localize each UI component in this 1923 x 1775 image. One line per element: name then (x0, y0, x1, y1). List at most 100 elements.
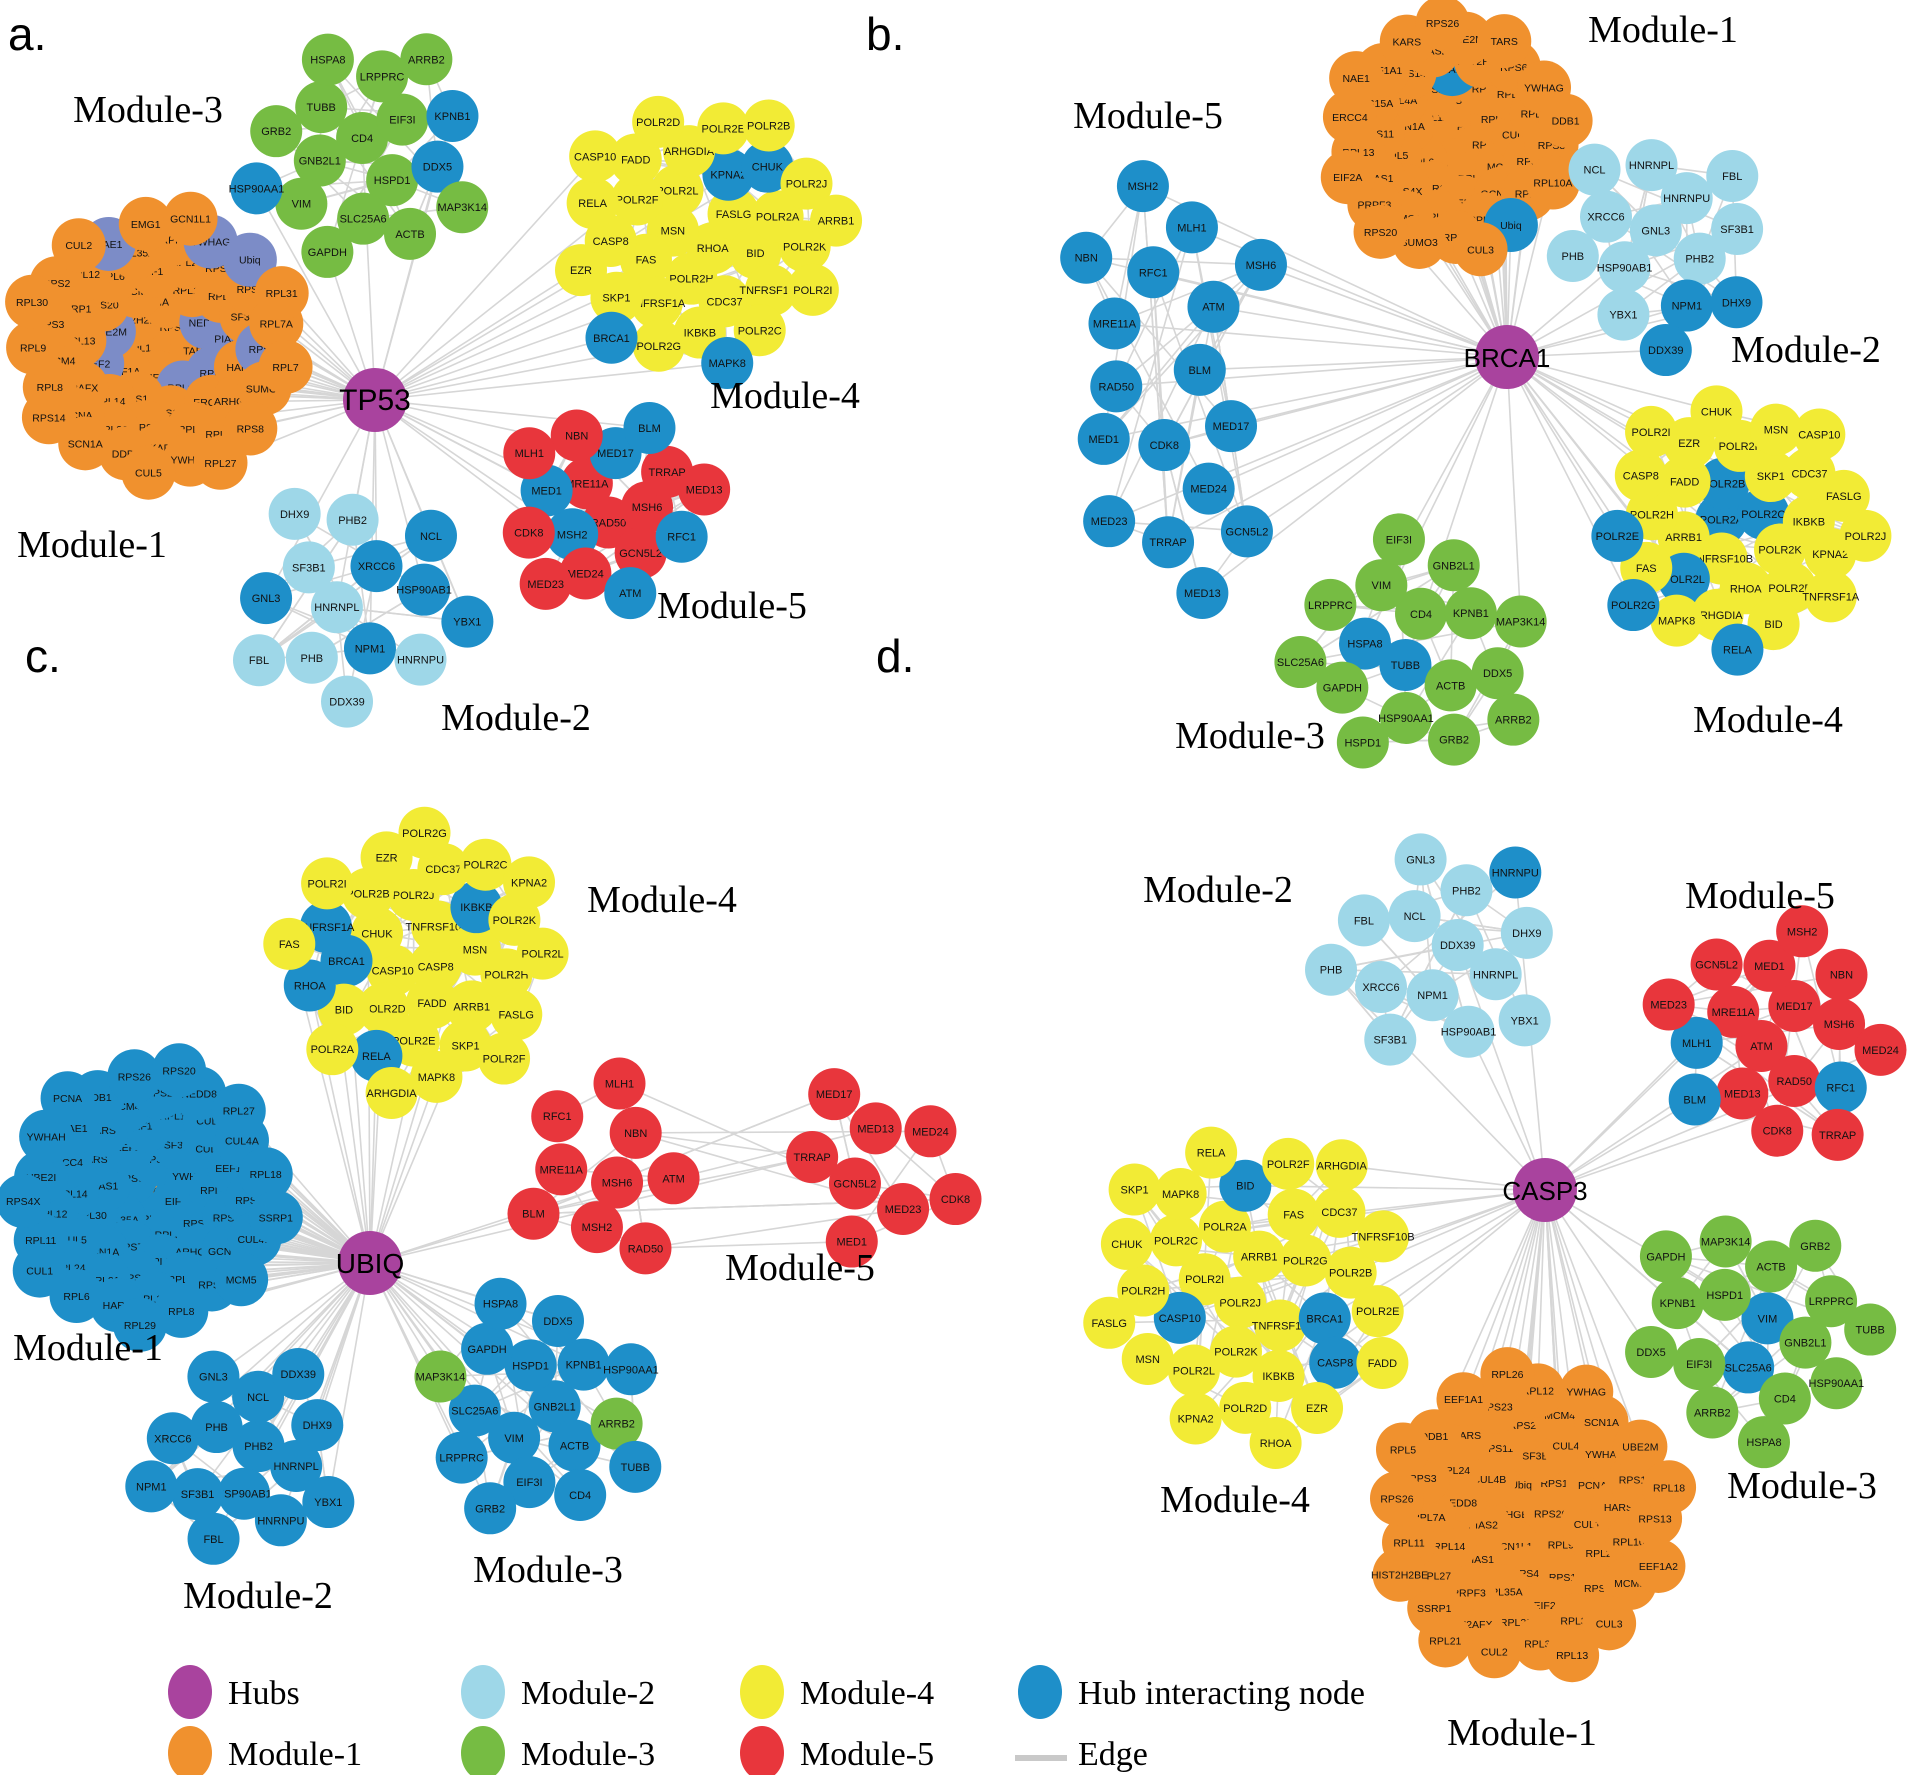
module-module-2-cluster: HNRNPL XRCC6 NPM1 SF3B1 HSP90AB1 PHB PHB2 HNRNP… (232, 487, 494, 728)
node-label: MSH6 (602, 1178, 633, 1190)
node-label: VIM (292, 199, 312, 211)
node-CHUK: CHUK (741, 140, 794, 193)
node-NCL: NCL (232, 1370, 285, 1423)
node-label: EZR (1306, 1403, 1328, 1415)
node-circle (121, 445, 176, 500)
hub-edge (361, 137, 376, 401)
node-POLR2J: POLR2J (1839, 509, 1892, 562)
node-label: BLM (638, 423, 661, 435)
node-label: MED13 (857, 1123, 894, 1135)
node-circle (1254, 1299, 1307, 1352)
node-YBX1: YBX1 (441, 595, 494, 648)
node-SF3B1: SF3B1 (1711, 203, 1764, 256)
node-circle (1220, 505, 1273, 558)
node-label: CD4 (569, 1490, 591, 1502)
node-label: MED1 (836, 1237, 867, 1249)
node-circle (1444, 587, 1497, 640)
node-label: GAPDH (468, 1344, 507, 1356)
module-label: Module-2 (441, 697, 591, 739)
node-circle (651, 164, 704, 217)
node-SLC25A6: SLC25A6 (1722, 1341, 1775, 1394)
node-label: TRRAP (793, 1152, 830, 1164)
node-circle (238, 1147, 293, 1202)
node-circle (1427, 539, 1480, 592)
node-CDK8: CDK8 (929, 1173, 982, 1226)
node-RELA: RELA (566, 177, 619, 230)
node-circle (326, 493, 379, 546)
hub-edge (1544, 1189, 1642, 1447)
node-HSPD1: HSPD1 (504, 1339, 557, 1392)
node-circle (1758, 1372, 1811, 1425)
hub-CASP3: CASP3 (1502, 1158, 1588, 1222)
node-MSH2: MSH2 (1776, 905, 1829, 958)
node-circle (609, 133, 662, 186)
panel-a: CD4 HSPD1 GNB2L1 EIF3I SLC25A6 TUBB DDX5 VIM LRP… (5, 8, 863, 739)
node-label: FADD (621, 154, 650, 166)
node-BLM: BLM (507, 1187, 560, 1240)
node-NBN: NBN (1815, 948, 1868, 1001)
node-circle (1639, 324, 1692, 377)
node-circle (268, 487, 321, 540)
node-circle (1631, 1538, 1686, 1593)
node-EEF1A1: EEF1A1 (1436, 1372, 1491, 1427)
node-XRCC6: XRCC6 (1579, 190, 1632, 243)
node-label: CASP10 (1798, 429, 1840, 441)
node-circle (214, 1252, 269, 1307)
node-circle (1639, 1230, 1692, 1283)
node-circle (152, 1043, 207, 1098)
node-circle (590, 1397, 643, 1450)
node-circle (1779, 1316, 1832, 1369)
node-label: Ubiq (239, 255, 261, 267)
node-label: BID (1236, 1181, 1254, 1193)
module-module-5-cluster: RAD50MRE11AMSH6MSH2MED17GCN5L2MED1TRRAPM… (502, 401, 731, 620)
node-label: PHB (301, 653, 324, 665)
node-label: FBL (249, 655, 269, 667)
node-FBL: FBL (1706, 149, 1759, 202)
node-CHUK: CHUK (1690, 385, 1743, 438)
node-label: IKBKB (460, 902, 492, 914)
node-MED23: MED23 (1642, 978, 1695, 1031)
node-label: VIM (504, 1433, 524, 1445)
node-BID: BID (1219, 1159, 1272, 1212)
node-label: EEF1A1 (1444, 1394, 1483, 1406)
node-label: ARRB1 (1665, 532, 1702, 544)
node-circle (1597, 288, 1650, 341)
node-circle (321, 675, 374, 728)
node-circle (678, 463, 731, 516)
node-label: CUL4A (225, 1135, 259, 1147)
node-label: POLR2H (484, 969, 528, 981)
node-circle (441, 595, 494, 648)
hub-edge (369, 1262, 581, 1496)
node-POLR2H: POLR2H (1117, 1264, 1170, 1317)
node-YWHAG: YWHAG (1559, 1364, 1614, 1419)
node-NCL: NCL (404, 509, 457, 562)
node-MRE11A: MRE11A (1707, 985, 1760, 1038)
node-POLR2I: POLR2I (1625, 405, 1678, 458)
node-circle (248, 1190, 303, 1245)
hub-edge (1544, 1042, 1698, 1191)
node-circle (1379, 691, 1432, 744)
node-GCN5L2: GCN5L2 (1690, 938, 1743, 991)
node-label: POLR2C (738, 325, 782, 337)
module-label: Module-2 (1731, 329, 1881, 371)
node-circle (1309, 1336, 1362, 1389)
node-label: CHUK (361, 928, 393, 940)
node-GRB2: GRB2 (1428, 713, 1481, 766)
node-label: HNRNPL (1473, 969, 1518, 981)
node-NBN: NBN (609, 1106, 662, 1159)
node-label: MED17 (816, 1089, 853, 1101)
node-label: POLR2G (636, 341, 681, 353)
node-label: SF3B1 (1373, 1035, 1407, 1047)
node-label: DDX5 (1636, 1347, 1665, 1359)
node-label: NPM1 (355, 643, 386, 655)
legend-dot (168, 1726, 212, 1775)
node-circle (1625, 139, 1678, 192)
hub-UBIQ: UBIQ (336, 1231, 404, 1295)
node-label: CD4 (1774, 1394, 1796, 1406)
node-circle (270, 1440, 323, 1493)
node-label: HSP90AB1 (1441, 1027, 1497, 1039)
node-MED24: MED24 (1182, 462, 1235, 515)
legend-label: Module-3 (521, 1736, 655, 1773)
legend-label: Module-2 (521, 1675, 655, 1712)
node-circle (301, 225, 354, 278)
